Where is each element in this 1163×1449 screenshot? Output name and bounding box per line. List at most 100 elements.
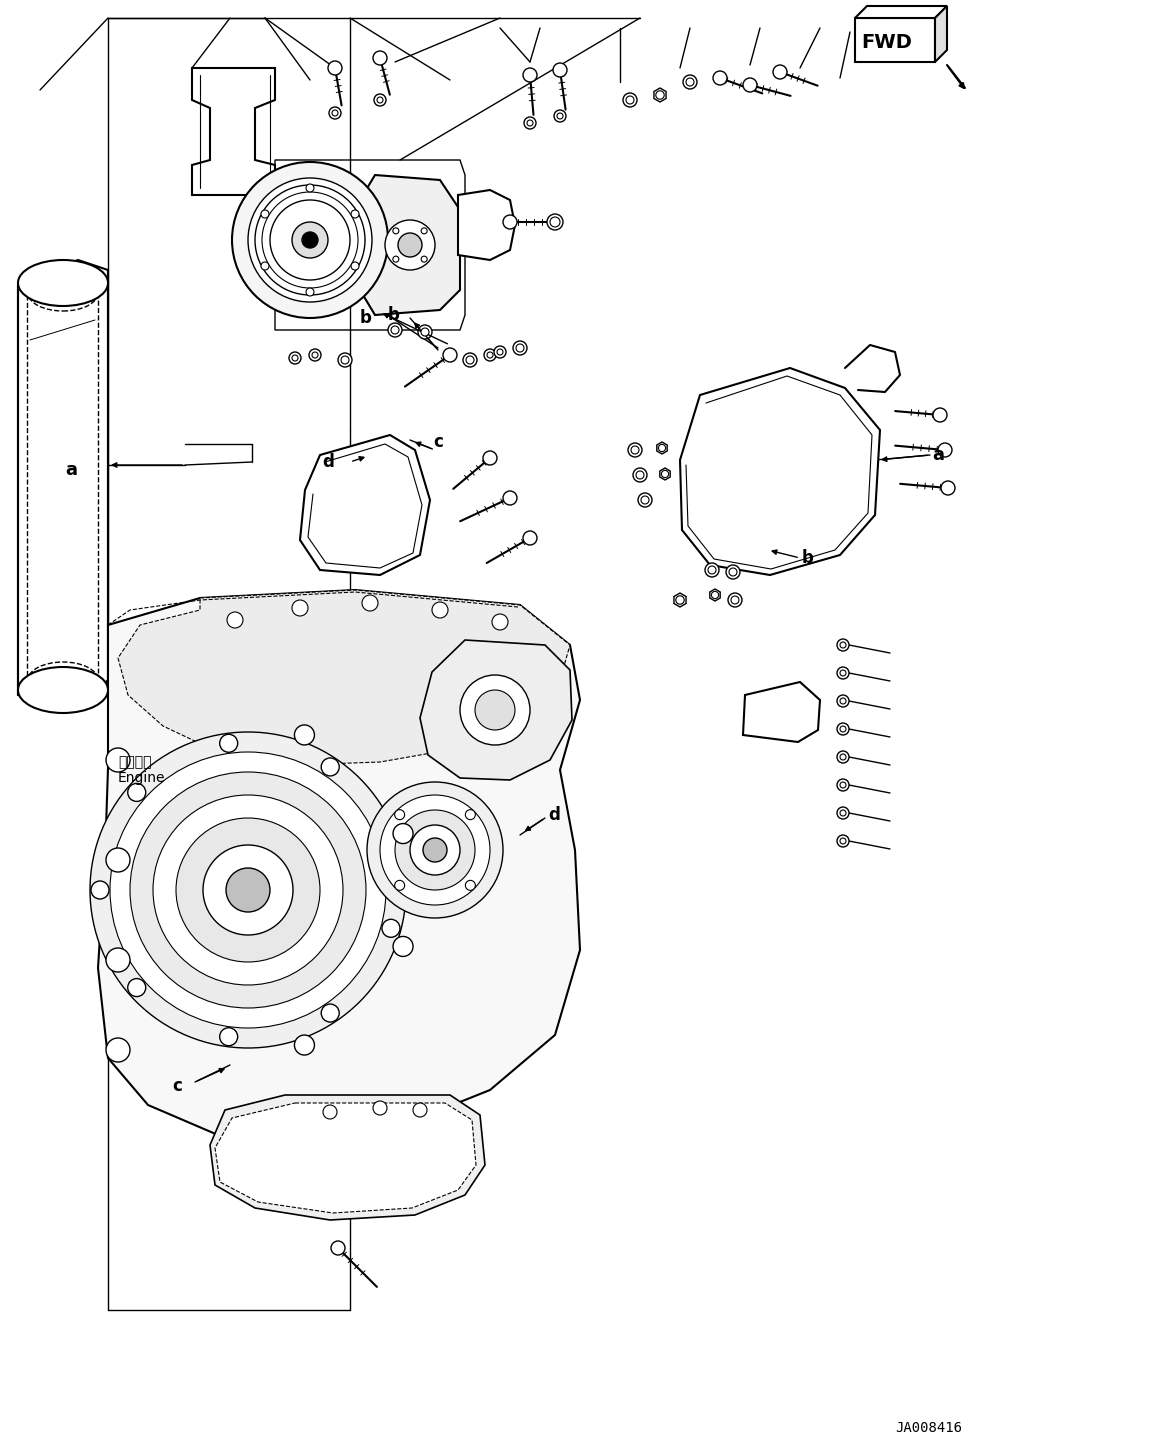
Polygon shape [300,435,430,575]
Circle shape [837,780,849,791]
Circle shape [373,1101,387,1114]
Circle shape [554,110,566,122]
Circle shape [391,326,399,335]
Ellipse shape [17,667,108,713]
Circle shape [154,796,343,985]
Polygon shape [420,640,572,780]
Polygon shape [654,88,666,101]
Polygon shape [657,442,668,454]
Polygon shape [211,1095,485,1220]
Circle shape [516,343,525,352]
Circle shape [312,352,317,358]
Circle shape [840,642,846,648]
Circle shape [226,868,270,911]
Circle shape [91,881,109,898]
Circle shape [377,97,383,103]
Circle shape [261,262,269,270]
Circle shape [306,184,314,193]
Circle shape [128,784,145,801]
Polygon shape [659,468,670,480]
Circle shape [90,732,406,1048]
Circle shape [321,1004,340,1022]
Circle shape [393,823,413,843]
Circle shape [840,698,846,704]
Circle shape [176,819,320,962]
Polygon shape [855,17,935,62]
Circle shape [636,471,644,480]
Circle shape [323,1106,337,1119]
Circle shape [393,936,413,956]
Circle shape [220,735,237,752]
Circle shape [306,288,314,296]
Circle shape [329,107,341,119]
Circle shape [547,214,563,230]
Circle shape [466,356,475,364]
Circle shape [708,567,716,574]
Circle shape [840,838,846,843]
Circle shape [504,214,518,229]
Circle shape [837,723,849,735]
Text: d: d [548,806,559,824]
Text: Engine: Engine [117,771,165,785]
Circle shape [837,696,849,707]
Circle shape [106,848,130,872]
Circle shape [130,772,366,1009]
Circle shape [523,68,537,83]
Circle shape [656,91,664,99]
Circle shape [338,354,352,367]
Circle shape [497,349,504,355]
Circle shape [552,62,568,77]
Polygon shape [117,590,570,765]
Circle shape [388,323,402,338]
Circle shape [393,256,399,262]
Text: a: a [65,461,77,480]
Circle shape [483,451,497,465]
Circle shape [351,262,359,270]
Circle shape [288,352,301,364]
Circle shape [837,639,849,651]
Circle shape [261,210,269,217]
Circle shape [255,185,365,296]
Circle shape [939,443,952,456]
Circle shape [632,446,638,454]
Polygon shape [192,68,274,196]
Circle shape [413,1103,427,1117]
Text: c: c [172,1077,181,1095]
Text: b: b [361,309,372,327]
Polygon shape [855,6,947,17]
Circle shape [302,232,317,248]
Circle shape [421,327,429,336]
Circle shape [732,596,739,604]
Circle shape [523,530,537,545]
Text: FWD: FWD [861,32,912,52]
Circle shape [550,217,561,227]
Circle shape [385,220,435,270]
Circle shape [638,493,652,507]
Circle shape [492,614,508,630]
Circle shape [726,565,740,580]
Circle shape [837,835,849,848]
Circle shape [773,65,787,80]
Circle shape [837,667,849,680]
Circle shape [484,349,495,361]
Circle shape [557,113,563,119]
Ellipse shape [17,259,108,306]
Circle shape [362,596,378,611]
Circle shape [729,568,737,577]
Circle shape [421,256,427,262]
Circle shape [628,443,642,456]
Polygon shape [458,190,515,259]
Circle shape [331,1240,345,1255]
Circle shape [840,753,846,759]
Circle shape [840,810,846,816]
Circle shape [443,348,457,362]
Circle shape [398,233,422,256]
Circle shape [418,325,431,339]
Circle shape [743,78,757,91]
Circle shape [421,227,427,233]
Circle shape [465,881,476,890]
Circle shape [626,96,634,104]
Circle shape [686,78,694,85]
Circle shape [331,110,338,116]
Ellipse shape [28,662,98,698]
